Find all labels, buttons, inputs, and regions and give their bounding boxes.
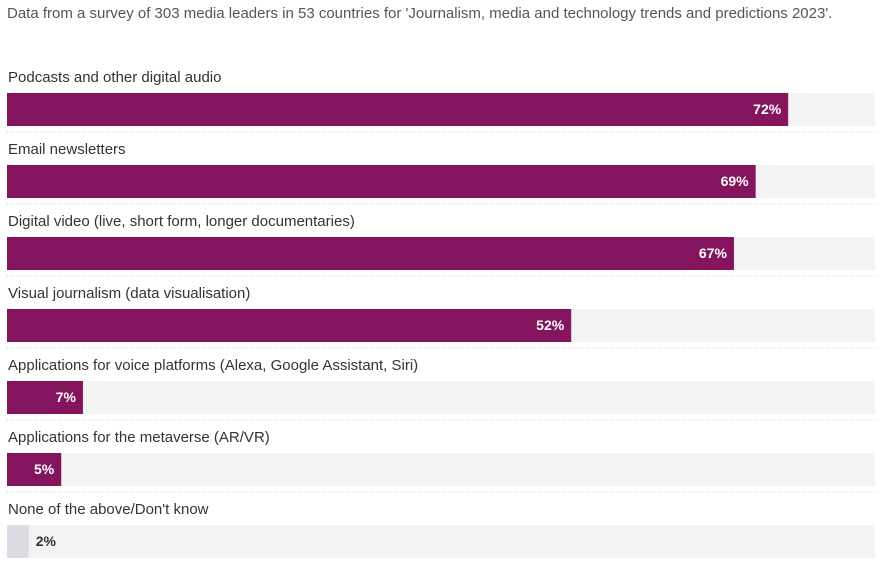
value-label: 69% <box>721 173 750 189</box>
chart-title: Data from a survey of 303 media leaders … <box>7 5 833 22</box>
value-label: 52% <box>536 317 565 333</box>
bar <box>7 237 734 270</box>
value-label: 72% <box>753 101 782 117</box>
category-label: Visual journalism (data visualisation) <box>8 285 250 302</box>
bar <box>7 525 29 558</box>
value-label: 67% <box>699 245 728 261</box>
category-label: Applications for the metaverse (AR/VR) <box>8 429 270 446</box>
category-label: Digital video (live, short form, longer … <box>8 213 355 230</box>
bar <box>7 453 62 486</box>
bar-track <box>7 525 875 558</box>
title-box: Data from a survey of 303 media leaders … <box>7 5 833 22</box>
category-label: Email newsletters <box>8 141 126 158</box>
bar <box>7 165 756 198</box>
bar <box>7 381 83 414</box>
category-label: Applications for voice platforms (Alexa,… <box>8 357 418 374</box>
category-label: None of the above/Don't know <box>8 501 209 518</box>
bar-track <box>7 453 875 486</box>
bar <box>7 309 572 342</box>
bar <box>7 93 789 126</box>
value-label: 5% <box>34 461 55 477</box>
bar-track <box>7 381 875 414</box>
value-label: 7% <box>56 389 77 405</box>
category-label: Podcasts and other digital audio <box>8 69 221 86</box>
value-label: 2% <box>36 533 57 549</box>
